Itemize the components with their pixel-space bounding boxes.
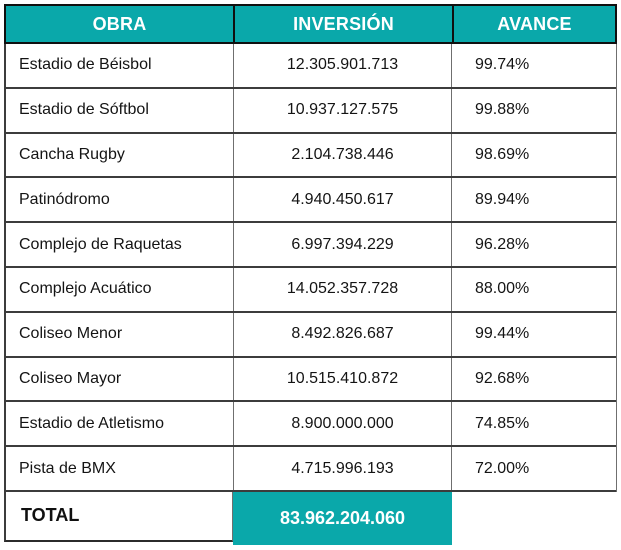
obra-cell: Coliseo Mayor [19, 369, 122, 387]
avance-cell: 98.69% [475, 145, 530, 163]
table-row-complejo-acuatico: Complejo Acuático 14.052.357.728 88.00% [6, 267, 616, 313]
avance-cell: 72.00% [475, 459, 530, 477]
avance-cell: 92.68% [475, 369, 530, 387]
total-avance-empty-cell [452, 491, 617, 545]
avance-cell: 88.00% [475, 280, 530, 298]
obra-cell: Complejo Acuático [19, 280, 152, 298]
investment-table: OBRA INVERSIÓN AVANCE Estadio de Béisbol… [4, 4, 617, 545]
table-total-row: TOTAL 83.962.204.060 [4, 491, 617, 545]
inversion-cell: 14.052.357.728 [233, 267, 452, 311]
obra-cell: Estadio de Sóftbol [19, 101, 149, 119]
avance-cell: 89.94% [475, 190, 530, 208]
inversion-cell: 10.515.410.872 [233, 357, 452, 401]
inversion-cell: 4.940.450.617 [233, 178, 452, 222]
table-row-complejo-raquetas: Complejo de Raquetas 6.997.394.229 96.28… [6, 223, 616, 268]
inversion-cell: 12.305.901.713 [233, 44, 452, 87]
table-row-coliseo-menor: Coliseo Menor 8.492.826.687 99.44% [6, 312, 616, 358]
obra-cell: Estadio de Béisbol [19, 56, 152, 74]
column-header-inversion: INVERSIÓN [233, 6, 452, 42]
column-header-avance: AVANCE [452, 6, 615, 42]
table-body: Estadio de Béisbol 12.305.901.713 99.74%… [4, 44, 617, 492]
column-header-obra: OBRA [92, 13, 147, 34]
table-row-pista-bmx: Pista de BMX 4.715.996.193 72.00% [6, 447, 616, 492]
avance-cell: 99.74% [475, 56, 530, 74]
table-row-estadio-beisbol: Estadio de Béisbol 12.305.901.713 99.74% [6, 44, 616, 89]
avance-cell: 99.88% [475, 101, 530, 119]
inversion-cell: 4.715.996.193 [233, 447, 452, 490]
table-header-row: OBRA INVERSIÓN AVANCE [4, 4, 617, 44]
obra-cell: Estadio de Atletismo [19, 414, 164, 432]
obra-cell: Cancha Rugby [19, 145, 125, 163]
obra-cell: Coliseo Menor [19, 325, 123, 343]
obra-cell: Complejo de Raquetas [19, 235, 182, 253]
table-row-estadio-softbol: Estadio de Sóftbol 10.937.127.575 99.88% [6, 88, 616, 134]
inversion-cell: 10.937.127.575 [233, 88, 452, 132]
table-row-patinodromo: Patinódromo 4.940.450.617 89.94% [6, 178, 616, 224]
avance-cell: 99.44% [475, 325, 530, 343]
table-row-cancha-rugby: Cancha Rugby 2.104.738.446 98.69% [6, 133, 616, 179]
avance-cell: 74.85% [475, 414, 530, 432]
table-row-estadio-atletismo: Estadio de Atletismo 8.900.000.000 74.85… [6, 402, 616, 448]
total-inversion-value: 83.962.204.060 [233, 491, 452, 545]
avance-cell: 96.28% [475, 235, 530, 253]
table-row-coliseo-mayor: Coliseo Mayor 10.515.410.872 92.68% [6, 357, 616, 403]
inversion-cell: 6.997.394.229 [233, 223, 452, 266]
inversion-cell: 8.900.000.000 [233, 402, 452, 446]
inversion-cell: 8.492.826.687 [233, 312, 452, 356]
total-label: TOTAL [4, 491, 233, 542]
obra-cell: Pista de BMX [19, 459, 116, 477]
obra-cell: Patinódromo [19, 190, 110, 208]
inversion-cell: 2.104.738.446 [233, 133, 452, 177]
